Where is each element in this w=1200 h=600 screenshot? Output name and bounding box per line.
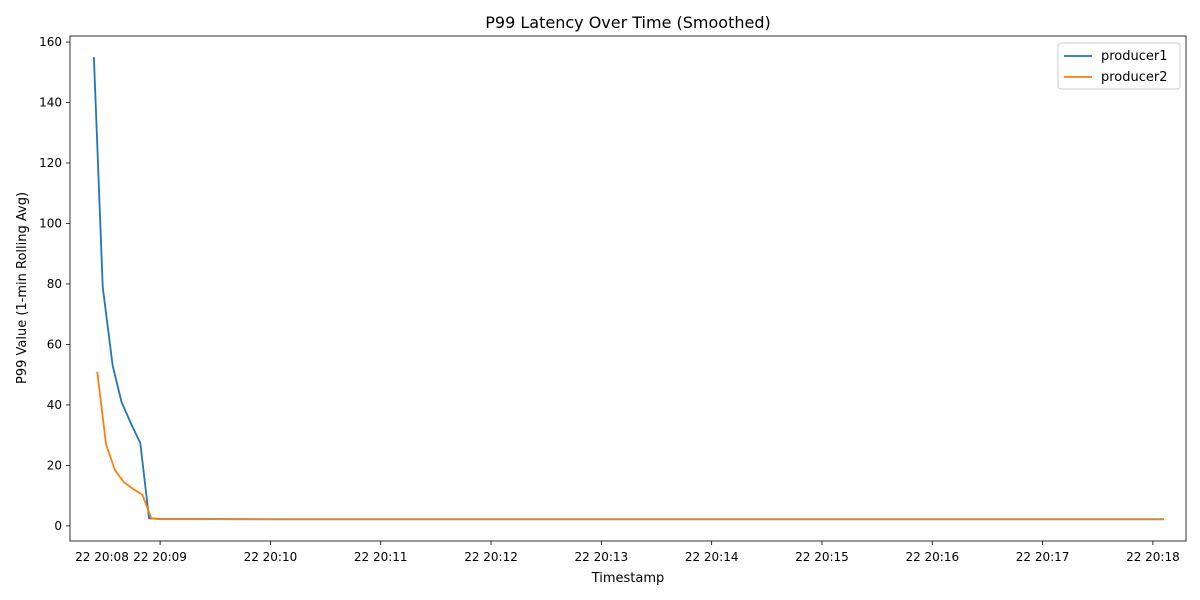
y-tick-label: 160 [39,35,62,49]
y-tick-label: 140 [39,96,62,110]
y-tick-label: 120 [39,156,62,170]
series-lines [93,57,1164,521]
y-tick-label: 100 [39,216,62,230]
x-tick-label: 22 20:10 [244,550,298,564]
x-tick-label: 22 20:18 [1126,550,1180,564]
x-tick-label: 22 20:14 [685,550,739,564]
y-tick-label: 60 [47,337,62,351]
plot-frame [69,35,1187,542]
series-line-producer2 [96,371,1164,521]
y-axis-label: P99 Value (1-min Rolling Avg) [15,192,30,384]
x-tick-label: 22 20:13 [575,550,629,564]
y-tick-label: 0 [54,519,62,533]
y-axis: 0 20 40 60 80 100 120 140 160 [39,35,70,533]
x-axis: 22 20:08 22 20:09 22 20:10 22 20:11 22 20:12… [75,541,1180,564]
y-tick-label: 20 [47,458,62,472]
x-axis-label: Timestamp [591,571,665,586]
legend: producer1 producer2 [1057,42,1181,90]
x-tick-label: 22 20:09 [133,550,187,564]
x-tick-label: 22 20:16 [905,550,959,564]
x-tick-label: 22 20:17 [1016,550,1070,564]
x-tick-label: 22 20:11 [354,550,408,564]
y-tick-label: 40 [47,398,62,412]
legend-label-producer2: producer2 [1101,70,1168,85]
y-tick-label: 80 [47,277,62,291]
chart-title: P99 Latency Over Time (Smoothed) [485,13,770,32]
x-tick-label: 22 20:15 [795,550,849,564]
x-tick-label: 22 20:08 [75,550,129,564]
legend-label-producer1: producer1 [1101,49,1168,64]
x-tick-label: 22 20:12 [464,550,518,564]
